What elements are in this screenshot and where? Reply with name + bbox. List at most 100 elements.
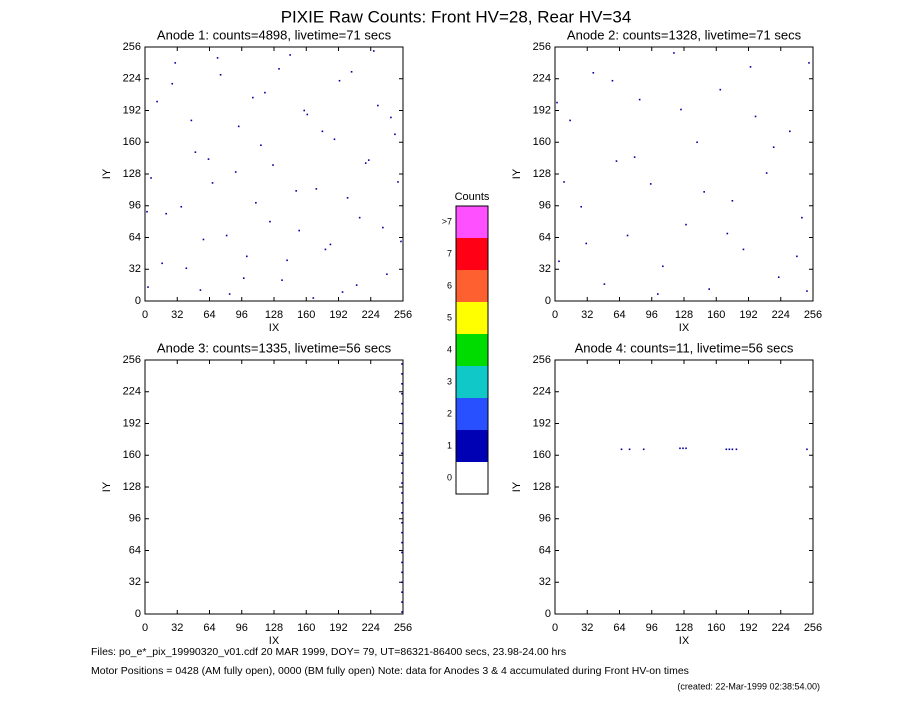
point [806,448,808,451]
point [401,383,403,385]
point [808,62,810,64]
point [556,101,558,104]
y-tick-label: 64 [129,231,141,243]
x-tick-label: 128 [675,622,693,634]
panel-title: Anode 1: counts=4898, livetime=71 secs [157,27,392,42]
x-tick-label: 0 [552,622,558,634]
point [603,283,606,285]
y-tick-label: 32 [539,576,551,588]
point [731,448,734,451]
x-tick-label: 160 [707,309,725,321]
point [401,581,403,584]
point [252,96,254,99]
footer-line: Files: po_e*_pix_19990320_v01.cdf 20 MAR… [91,646,566,658]
point [255,201,257,204]
point [749,66,752,68]
x-axis-label: IX [269,635,280,647]
point [260,144,262,147]
y-tick-label: 32 [539,263,551,275]
y-tick-label: 256 [533,354,551,366]
y-axis-label: IY [511,168,523,179]
point [165,212,167,215]
x-axis-label: IX [269,322,280,334]
point [295,190,297,192]
y-axis-label: IY [511,481,523,492]
x-tick-label: 224 [772,309,790,321]
point [401,472,403,474]
point [264,91,266,94]
point [703,191,705,193]
point [401,432,403,435]
point [194,151,197,153]
x-tick-label: 96 [646,622,658,634]
colorbar-label: 0 [447,472,452,482]
point [611,79,614,82]
point [150,177,152,179]
point [281,279,283,281]
point [708,288,710,290]
page-title: PIXIE Raw Counts: Front HV=28, Rear HV=3… [281,7,632,26]
point [245,255,248,258]
colorbar-swatch [456,462,488,494]
point [765,172,768,174]
point [147,286,149,288]
y-tick-label: 192 [533,417,551,429]
x-axis-label: IX [679,635,690,647]
point [401,561,403,564]
point [801,216,803,219]
colorbar-swatch [456,302,488,334]
y-tick-label: 128 [533,481,551,493]
x-tick-label: 64 [203,309,215,321]
point [289,54,291,56]
point [401,482,403,484]
x-tick-label: 160 [297,309,315,321]
point [592,71,595,74]
x-tick-label: 192 [329,309,347,321]
point [401,392,403,395]
y-tick-label: 192 [123,417,141,429]
colorbar-label: 5 [447,312,452,322]
x-tick-label: 256 [804,309,822,321]
x-tick-label: 32 [581,622,593,634]
y-axis-label: IY [101,481,113,492]
y-tick-label: 0 [135,295,141,307]
point [719,88,722,91]
y-tick-label: 0 [135,608,141,620]
x-tick-label: 160 [707,622,725,634]
point [401,611,403,613]
panel-title: Anode 3: counts=1335, livetime=56 secs [157,340,392,355]
point [806,290,808,292]
point [772,146,775,149]
point [401,412,403,415]
x-tick-label: 0 [142,309,148,321]
point [563,181,565,183]
point [364,162,367,164]
panel-title: Anode 2: counts=1328, livetime=71 secs [567,27,802,42]
colorbar-label: 1 [447,440,452,450]
point [377,104,379,107]
point [735,448,738,451]
point [329,243,332,246]
point [728,448,731,451]
colorbar-swatch [456,334,488,366]
y-tick-label: 256 [533,41,551,53]
colorbar-swatch [456,238,488,270]
point [685,447,687,450]
point [731,199,734,202]
colorbar-swatch [456,430,488,462]
y-tick-label: 192 [533,104,551,116]
point [401,442,403,445]
y-tick-label: 192 [123,104,141,116]
point [394,133,396,136]
point [569,119,571,122]
x-tick-label: 192 [739,622,757,634]
point [585,242,588,245]
colorbar-label: >7 [442,216,452,226]
point [234,171,237,173]
point [269,220,271,223]
y-tick-label: 64 [129,544,141,556]
point [615,160,618,162]
x-tick-label: 64 [613,622,625,634]
point [161,262,163,265]
